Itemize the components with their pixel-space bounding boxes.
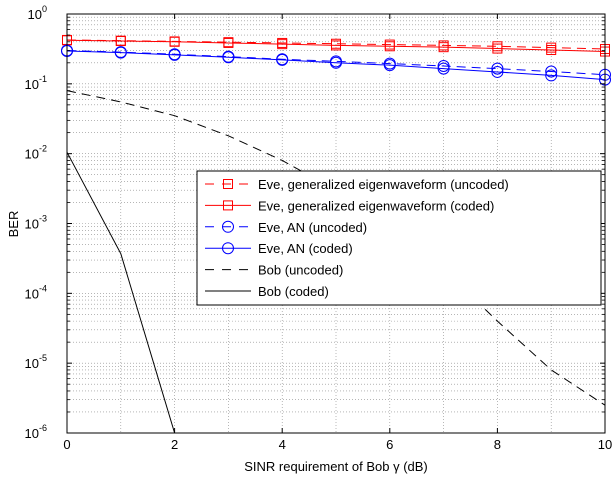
y-axis-label: BER <box>6 211 21 238</box>
x-axis-label: SINR requirement of Bob γ (dB) <box>244 459 428 474</box>
x-tick-label: 2 <box>171 437 178 452</box>
series-line-4 <box>66 50 606 81</box>
series-2-point <box>277 39 288 50</box>
x-tick-label: 8 <box>494 437 501 452</box>
series-4-point <box>383 59 396 72</box>
series-4-point <box>491 65 504 78</box>
series-2-point <box>546 45 557 56</box>
y-tick-label: 10-3 <box>25 214 47 232</box>
series-4-point <box>330 56 342 69</box>
legend-label-6: Bob (coded) <box>258 284 329 299</box>
y-tick-label: 100 <box>28 4 47 22</box>
legend-marker-3 <box>222 220 234 233</box>
series-2-point <box>438 42 449 53</box>
y-tick-label: 10-5 <box>25 353 47 371</box>
y-tick-label: 10-6 <box>25 423 47 441</box>
series-4-point <box>114 46 127 59</box>
series-6 <box>66 151 176 434</box>
grid <box>67 14 605 433</box>
series-2-point <box>331 40 341 51</box>
series-4-point <box>222 51 235 64</box>
series-4-point <box>437 62 450 75</box>
y-tick-label: 10-2 <box>25 144 47 162</box>
legend-label-4: Eve, AN (coded) <box>258 241 353 256</box>
ticks: 0 2 4 6 8 10 10-6 10-5 10-4 10-3 10-2 10-1 100 <box>25 4 613 452</box>
legend-label-5: Bob (uncoded) <box>258 263 343 278</box>
x-tick-label: 10 <box>598 437 612 452</box>
series-4-point <box>276 53 289 66</box>
legend-box <box>196 170 602 306</box>
y-tick-label: 10-4 <box>25 283 47 301</box>
series-line-6 <box>66 151 176 434</box>
y-tick-label: 10-1 <box>25 74 47 92</box>
series-line-2 <box>66 39 606 53</box>
series-3-point <box>491 62 504 75</box>
series-4-point <box>545 69 558 82</box>
series-2-point <box>223 37 234 48</box>
x-tick-label: 6 <box>386 437 393 452</box>
legend-label-1: Eve, generalized eigenwaveform (uncoded) <box>258 177 509 192</box>
series-4-point <box>168 48 181 61</box>
series-2-point <box>492 43 503 54</box>
legend-marker-4 <box>222 242 234 255</box>
legend: Eve, generalized eigenwaveform (uncoded)… <box>196 170 602 306</box>
series-2-point <box>115 36 126 47</box>
series-2-point <box>384 41 395 52</box>
legend-label-3: Eve, AN (uncoded) <box>258 220 367 235</box>
legend-marker-1 <box>223 179 233 189</box>
series-2-point <box>169 36 180 47</box>
series-3-point <box>437 60 450 73</box>
legend-label-2: Eve, generalized eigenwaveform (coded) <box>258 198 494 213</box>
x-tick-label: 4 <box>279 437 286 452</box>
legend-marker-2 <box>223 200 233 211</box>
series-4 <box>61 45 611 86</box>
x-tick-label: 0 <box>63 437 70 452</box>
series-3-point <box>545 65 558 78</box>
